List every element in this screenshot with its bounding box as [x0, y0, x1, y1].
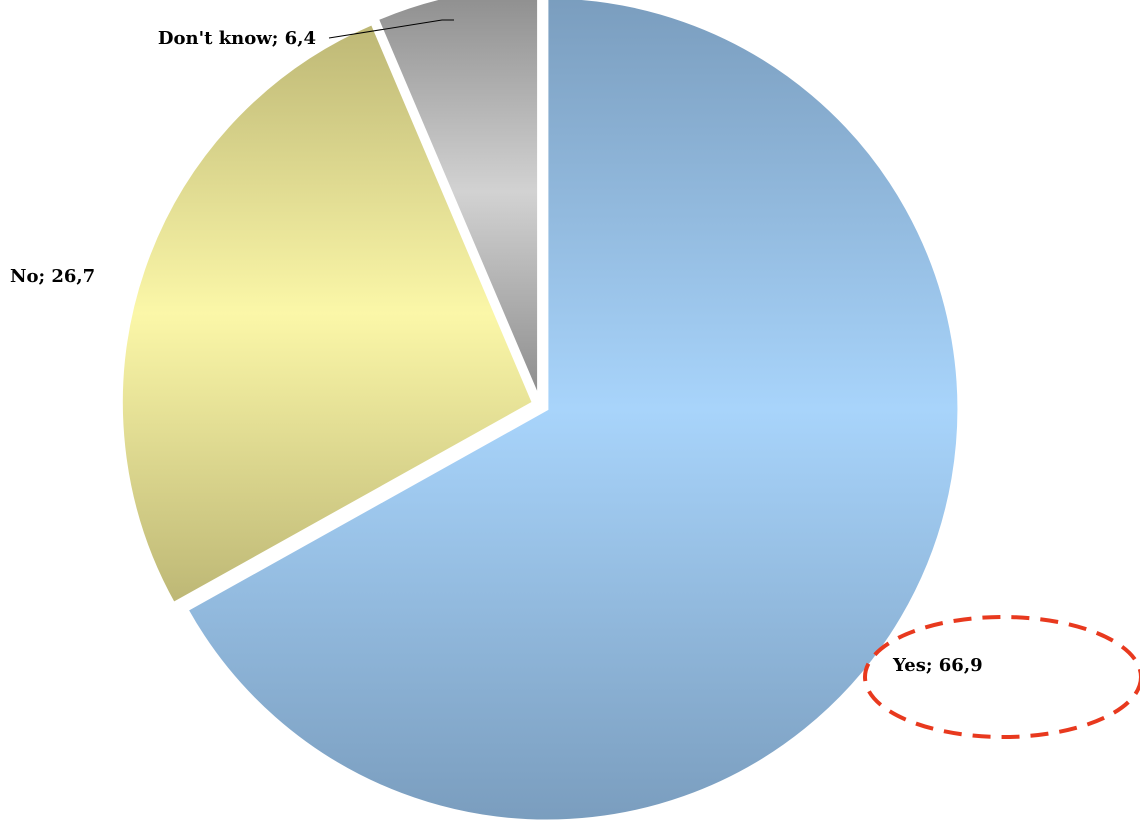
highlight-ellipse [863, 615, 1140, 739]
data-label-no: No; 26,7 [10, 266, 95, 287]
leader-lines [328, 19, 454, 39]
pie-slices [119, 0, 961, 823]
data-labels: Yes; 66,9 No; 26,7 Don't know; 6,4 [10, 28, 983, 676]
pie-slice-don-t-know [375, 0, 541, 399]
leader-line-dont-know [328, 19, 454, 39]
pie-slice-yes [185, 0, 961, 823]
data-label-yes: Yes; 66,9 [892, 655, 983, 676]
pie-slice-no [119, 21, 536, 606]
data-label-dont-know: Don't know; 6,4 [158, 28, 316, 49]
